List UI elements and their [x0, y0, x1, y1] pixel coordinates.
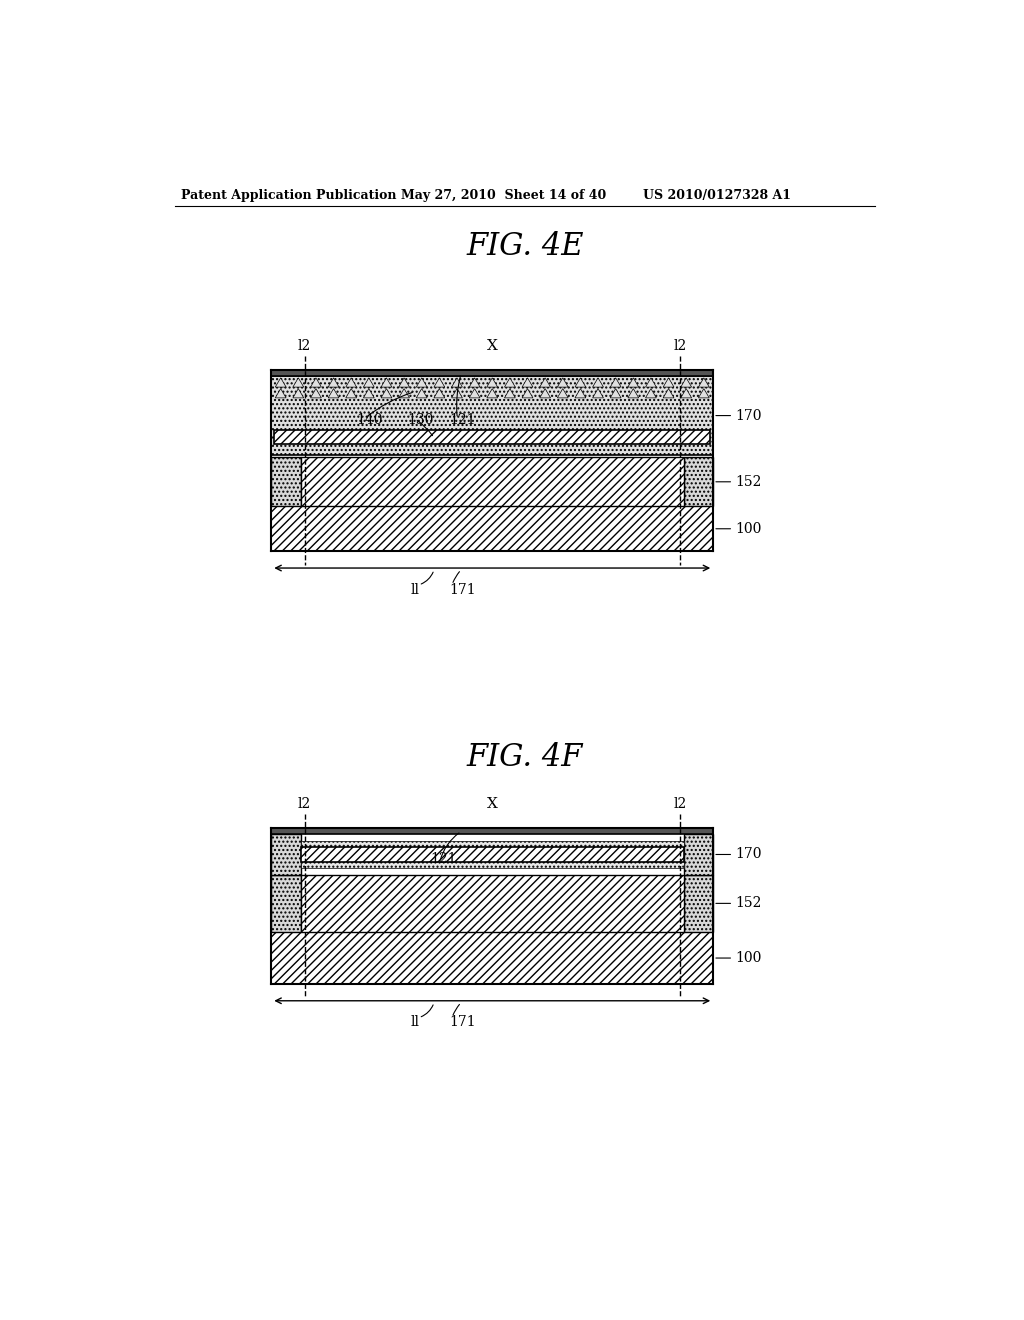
Polygon shape: [417, 378, 427, 387]
Polygon shape: [469, 378, 480, 387]
Text: 170: 170: [735, 847, 761, 862]
Polygon shape: [381, 378, 392, 387]
Polygon shape: [398, 378, 410, 387]
Bar: [301, 874, 684, 932]
Polygon shape: [310, 378, 322, 387]
Text: l2: l2: [298, 797, 311, 812]
Polygon shape: [346, 378, 356, 387]
Polygon shape: [610, 388, 622, 397]
Text: Patent Application Publication: Patent Application Publication: [180, 189, 396, 202]
Polygon shape: [681, 388, 691, 397]
Polygon shape: [628, 378, 639, 387]
Polygon shape: [275, 388, 286, 397]
Bar: [271, 376, 713, 455]
Polygon shape: [364, 378, 374, 387]
Polygon shape: [575, 378, 586, 387]
Polygon shape: [486, 378, 498, 387]
Polygon shape: [628, 388, 639, 397]
Polygon shape: [364, 388, 374, 397]
Polygon shape: [645, 388, 656, 397]
Text: l2: l2: [673, 339, 686, 354]
Text: X: X: [486, 797, 498, 812]
Polygon shape: [522, 378, 532, 387]
Text: l2: l2: [298, 339, 311, 354]
Polygon shape: [593, 378, 603, 387]
Polygon shape: [381, 388, 392, 397]
Bar: [274, 430, 710, 444]
Text: 100: 100: [735, 950, 761, 965]
Text: ll: ll: [411, 1015, 419, 1030]
Text: 152: 152: [735, 896, 761, 911]
Bar: [301, 457, 684, 507]
Polygon shape: [610, 378, 622, 387]
Bar: [301, 841, 684, 869]
Text: FIG. 4F: FIG. 4F: [467, 742, 583, 774]
Polygon shape: [417, 388, 427, 397]
Polygon shape: [522, 388, 532, 397]
Polygon shape: [434, 388, 444, 397]
Bar: [271, 932, 713, 983]
Text: ll: ll: [411, 582, 419, 597]
Polygon shape: [434, 378, 444, 387]
Polygon shape: [398, 388, 410, 397]
Text: 121: 121: [430, 853, 457, 866]
Polygon shape: [698, 378, 710, 387]
Text: 140: 140: [356, 412, 383, 426]
Text: l2: l2: [673, 797, 686, 812]
Text: US 2010/0127328 A1: US 2010/0127328 A1: [643, 189, 792, 202]
Text: 130: 130: [407, 412, 433, 426]
Polygon shape: [557, 378, 568, 387]
Polygon shape: [310, 388, 322, 397]
Bar: [271, 834, 301, 875]
Bar: [271, 874, 301, 932]
Text: 170: 170: [735, 409, 761, 422]
Bar: [684, 874, 713, 932]
Polygon shape: [557, 388, 568, 397]
Polygon shape: [469, 388, 480, 397]
Polygon shape: [575, 388, 586, 397]
Bar: [271, 829, 713, 834]
Bar: [684, 457, 713, 507]
Text: May 27, 2010  Sheet 14 of 40: May 27, 2010 Sheet 14 of 40: [400, 189, 606, 202]
Polygon shape: [293, 388, 304, 397]
Text: FIG. 4E: FIG. 4E: [466, 231, 584, 263]
Polygon shape: [328, 378, 339, 387]
Polygon shape: [664, 388, 674, 397]
Polygon shape: [486, 388, 498, 397]
Text: 152: 152: [735, 475, 761, 488]
Polygon shape: [275, 378, 286, 387]
Bar: [271, 370, 713, 376]
Polygon shape: [452, 388, 463, 397]
Text: X: X: [486, 339, 498, 354]
Polygon shape: [698, 388, 710, 397]
Text: 171: 171: [450, 1015, 476, 1030]
Polygon shape: [505, 378, 515, 387]
Bar: [684, 834, 713, 875]
Polygon shape: [505, 388, 515, 397]
Text: 171: 171: [450, 582, 476, 597]
Bar: [271, 507, 713, 552]
Polygon shape: [293, 378, 304, 387]
Polygon shape: [593, 388, 603, 397]
Polygon shape: [452, 378, 463, 387]
Polygon shape: [540, 388, 551, 397]
Bar: [271, 457, 301, 507]
Bar: [301, 847, 684, 862]
Polygon shape: [346, 388, 356, 397]
Polygon shape: [664, 378, 674, 387]
Polygon shape: [540, 378, 551, 387]
Polygon shape: [328, 388, 339, 397]
Polygon shape: [681, 378, 691, 387]
Polygon shape: [645, 378, 656, 387]
Text: 100: 100: [735, 521, 761, 536]
Text: 121: 121: [450, 412, 476, 426]
